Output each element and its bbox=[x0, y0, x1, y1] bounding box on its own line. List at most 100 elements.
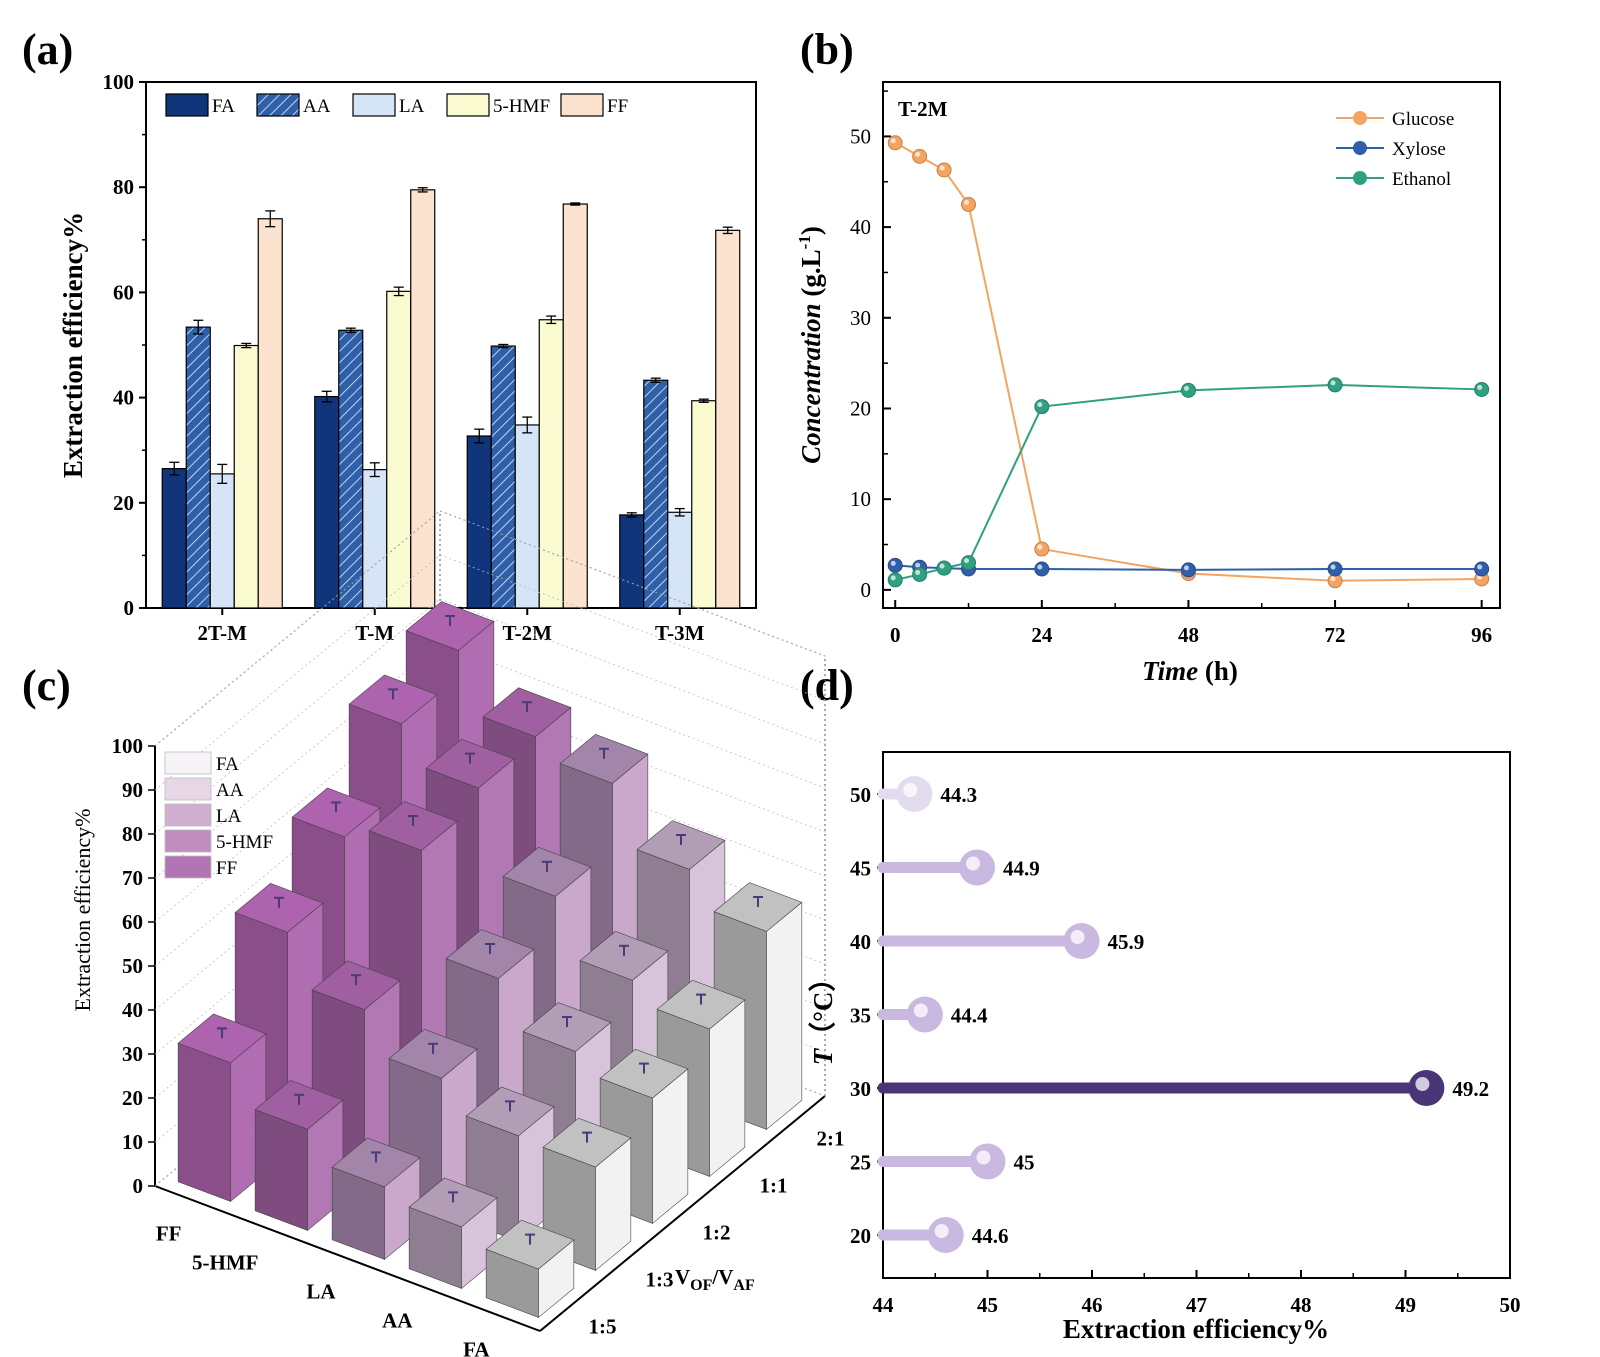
plot-frame-b bbox=[882, 81, 1501, 609]
legend-swatch-5-HMF bbox=[446, 93, 490, 117]
point-highlight bbox=[964, 558, 970, 564]
x-tick-label-b: 72 bbox=[1325, 623, 1346, 647]
data-point-Ethanol bbox=[1180, 382, 1196, 398]
lollipop-highlight bbox=[976, 1150, 991, 1165]
ratio-label: 1:5 bbox=[589, 1315, 617, 1339]
x-tick-label-d: 48 bbox=[1291, 1293, 1312, 1317]
bar-FF-2T-M bbox=[257, 218, 283, 609]
z-tick-label-c: 100 bbox=[112, 734, 144, 758]
grid-line-c bbox=[439, 554, 826, 701]
data-point-Glucose bbox=[1034, 541, 1050, 557]
data-point-Ethanol bbox=[912, 566, 928, 582]
bar3d-side bbox=[709, 999, 746, 1178]
data-point-Ethanol bbox=[887, 572, 903, 588]
x-axis-title-b: Time (h) bbox=[1142, 656, 1238, 686]
grid-line-c bbox=[439, 510, 826, 657]
point-highlight bbox=[915, 562, 921, 568]
panel-label-d: (d) bbox=[800, 661, 854, 710]
bar-5-HMF-T-2M bbox=[538, 319, 564, 609]
grid-line-c bbox=[154, 686, 441, 923]
x-tick-label-b: 48 bbox=[1178, 623, 1199, 647]
legend-label-LA: LA bbox=[216, 806, 242, 827]
x-axis-c bbox=[154, 1185, 541, 1332]
x-tick-label-d: 49 bbox=[1395, 1293, 1416, 1317]
data-point-Glucose bbox=[912, 148, 928, 164]
legend-marker-Ethanol bbox=[1353, 171, 1367, 185]
y-tick-label-a: 100 bbox=[103, 70, 135, 94]
legend-swatch-AA bbox=[256, 93, 300, 117]
bar3d-top bbox=[599, 1048, 689, 1099]
bar-FA-2T-M bbox=[161, 468, 187, 609]
y-axis-title-b: Concentration (g.L-1) bbox=[795, 226, 826, 464]
panel-label-c: (c) bbox=[22, 661, 71, 710]
bar-5-HMF-T-3M bbox=[691, 400, 717, 609]
y-tick-label-a: 0 bbox=[124, 596, 135, 620]
point-highlight bbox=[1037, 544, 1043, 550]
point-highlight bbox=[1183, 565, 1189, 571]
panel-label-a: (a) bbox=[22, 25, 73, 74]
data-point-Xylose bbox=[1180, 562, 1196, 578]
point-highlight bbox=[939, 165, 945, 171]
y-axis-title-italic: Concentration bbox=[796, 303, 826, 464]
point-highlight bbox=[915, 151, 921, 157]
value-label-35: 44.4 bbox=[951, 1004, 988, 1028]
y-axis-title-close: ) bbox=[796, 226, 826, 235]
bar-FA-T-M bbox=[314, 395, 340, 609]
point-highlight bbox=[964, 199, 970, 205]
bar-AA-2T-M bbox=[185, 326, 211, 609]
x-tick-label-a: T-3M bbox=[655, 621, 705, 645]
y-tick-label-b: 20 bbox=[850, 396, 871, 420]
z-tick-label-c: 80 bbox=[122, 822, 143, 846]
value-label-30: 49.2 bbox=[1452, 1077, 1489, 1101]
y-axis-title-italic-d: T bbox=[808, 1047, 838, 1065]
panel-label-b: (b) bbox=[800, 25, 854, 74]
ratio-axis-c bbox=[539, 1095, 826, 1332]
legend-label-Xylose: Xylose bbox=[1392, 139, 1446, 160]
grid-line-c bbox=[154, 818, 441, 1055]
point-highlight bbox=[1037, 564, 1043, 570]
x-tick-label-d: 46 bbox=[1082, 1293, 1103, 1317]
grid-line-c bbox=[154, 730, 441, 967]
x-axis-title-unit: (h) bbox=[1198, 656, 1238, 686]
legend-label-LA: LA bbox=[399, 96, 425, 117]
x-tick-label-d: 45 bbox=[977, 1293, 998, 1317]
lollipop-highlight bbox=[966, 856, 981, 871]
legend-swatch-5-HMF bbox=[164, 829, 212, 853]
compound-label-LA: LA bbox=[306, 1280, 336, 1304]
point-highlight bbox=[1037, 402, 1043, 408]
point-highlight bbox=[939, 563, 945, 569]
bar3d-5-HMF-1:5 bbox=[254, 1109, 308, 1231]
x-axis-title-c: VOF/VAF bbox=[675, 1265, 755, 1294]
lollipop-highlight bbox=[1070, 930, 1085, 944]
legend-label-5-HMF: 5-HMF bbox=[493, 96, 550, 117]
z-tick-label-c: 70 bbox=[122, 866, 143, 890]
legend-swatch-LA bbox=[164, 803, 212, 827]
bar-FA-T-2M bbox=[466, 435, 492, 609]
legend-label-Ethanol: Ethanol bbox=[1392, 169, 1451, 190]
x-tick-label-a: 2T-M bbox=[198, 621, 248, 645]
y-tick-label-a: 80 bbox=[113, 175, 134, 199]
legend-swatch-FA bbox=[164, 751, 212, 775]
bar3d-top bbox=[485, 1219, 575, 1270]
lollipop-highlight bbox=[1415, 1077, 1430, 1091]
x-tick-label-d: 44 bbox=[873, 1293, 895, 1317]
point-highlight bbox=[890, 138, 896, 144]
data-point-Xylose bbox=[887, 557, 903, 573]
z-tick-label-c: 0 bbox=[133, 1174, 144, 1198]
x-tick-label-b: 96 bbox=[1471, 623, 1492, 647]
grid-line-c bbox=[154, 554, 441, 791]
y-tick-label-b: 10 bbox=[850, 487, 871, 511]
data-point-Ethanol bbox=[1474, 381, 1490, 397]
y-axis-title-unit: (g.L bbox=[796, 249, 826, 303]
grid-line-c bbox=[154, 774, 441, 1011]
value-label-50: 44.3 bbox=[940, 783, 977, 807]
bar-5-HMF-T-M bbox=[386, 290, 412, 609]
y-axis-title-d: T（°C） bbox=[808, 965, 838, 1066]
ratio-label: 2:1 bbox=[817, 1127, 845, 1151]
bar3d-side bbox=[766, 901, 803, 1131]
point-highlight bbox=[1477, 384, 1483, 390]
value-label-25: 45 bbox=[1014, 1151, 1035, 1175]
y-tick-label-d: 25 bbox=[850, 1151, 871, 1175]
y-tick-label-b: 40 bbox=[850, 215, 871, 239]
